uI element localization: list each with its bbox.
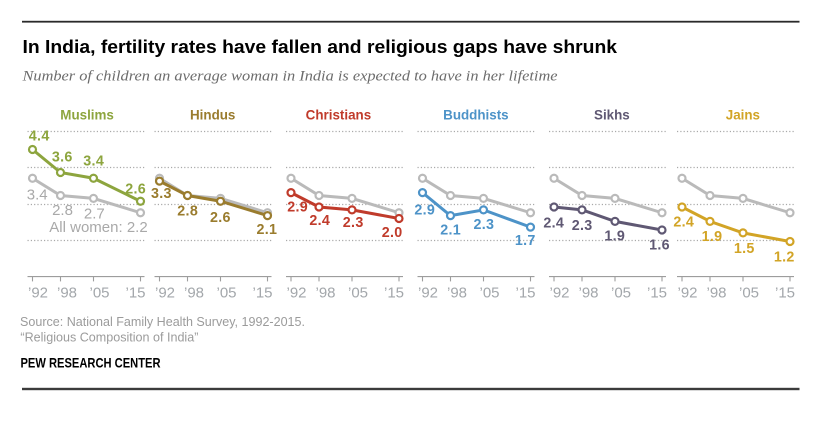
svg-text:2.1: 2.1 (440, 223, 461, 239)
svg-text:’92: ’92 (28, 285, 48, 302)
svg-text:’05: ’05 (479, 285, 499, 302)
svg-text:’98: ’98 (184, 285, 204, 302)
svg-text:2.3: 2.3 (474, 217, 495, 233)
svg-text:3.4: 3.4 (27, 187, 48, 204)
svg-text:2.8: 2.8 (52, 202, 73, 219)
svg-text:2.0: 2.0 (382, 225, 403, 241)
svg-text:2.3: 2.3 (343, 215, 364, 231)
svg-text:’15: ’15 (384, 285, 404, 302)
svg-text:2.9: 2.9 (287, 200, 308, 216)
svg-text:2.8: 2.8 (177, 203, 198, 219)
svg-text:’05: ’05 (348, 285, 368, 302)
svg-text:Christians: Christians (306, 107, 371, 122)
svg-text:4.4: 4.4 (29, 129, 50, 145)
svg-text:“Religious Composition of Indi: “Religious Composition of India” (20, 331, 198, 345)
svg-text:’98: ’98 (706, 285, 726, 302)
svg-text:2.6: 2.6 (125, 181, 146, 197)
svg-text:1.6: 1.6 (649, 238, 670, 254)
svg-text:’05: ’05 (739, 285, 759, 302)
svg-text:Muslims: Muslims (60, 107, 114, 122)
svg-text:2.3: 2.3 (572, 218, 593, 234)
svg-text:’15: ’15 (125, 285, 145, 302)
svg-text:Source: National Family Health: Source: National Family Health Survey, 1… (20, 315, 305, 329)
svg-text:’15: ’15 (515, 285, 535, 302)
svg-text:2.6: 2.6 (210, 210, 231, 226)
svg-text:2.7: 2.7 (84, 205, 105, 222)
svg-text:’15: ’15 (647, 285, 667, 302)
svg-text:3.6: 3.6 (52, 150, 73, 166)
svg-text:’98: ’98 (315, 285, 335, 302)
svg-text:1.9: 1.9 (604, 229, 625, 245)
svg-text:2.4: 2.4 (309, 213, 330, 229)
svg-text:’15: ’15 (252, 285, 272, 302)
svg-text:1.2: 1.2 (774, 249, 795, 265)
svg-text:’05: ’05 (611, 285, 631, 302)
svg-text:’92: ’92 (286, 285, 306, 302)
svg-text:’98: ’98 (447, 285, 467, 302)
svg-text:Jains: Jains (726, 107, 760, 122)
svg-text:’05: ’05 (89, 285, 109, 302)
svg-text:’92: ’92 (549, 285, 569, 302)
svg-text:’15: ’15 (775, 285, 795, 302)
svg-text:’92: ’92 (155, 285, 175, 302)
svg-text:All women: 2.2: All women: 2.2 (49, 219, 147, 236)
svg-text:2.4: 2.4 (543, 215, 564, 231)
svg-text:PEW RESEARCH CENTER: PEW RESEARCH CENTER (21, 354, 161, 370)
svg-text:In India, fertility rates have: In India, fertility rates have fallen an… (23, 36, 618, 57)
svg-text:2.9: 2.9 (414, 203, 435, 219)
svg-text:2.1: 2.1 (257, 222, 278, 238)
svg-text:3.4: 3.4 (83, 153, 104, 169)
svg-text:’05: ’05 (216, 285, 236, 302)
svg-text:3.3: 3.3 (151, 186, 172, 202)
svg-text:Number of children an average: Number of children an average woman in I… (21, 68, 557, 85)
svg-text:’92: ’92 (677, 285, 697, 302)
svg-text:Hindus: Hindus (190, 107, 235, 122)
svg-text:’92: ’92 (418, 285, 438, 302)
svg-text:1.9: 1.9 (702, 229, 723, 245)
svg-text:1.7: 1.7 (515, 233, 536, 249)
svg-text:’98: ’98 (57, 285, 77, 302)
svg-text:2.4: 2.4 (673, 214, 694, 230)
svg-text:Buddhists: Buddhists (443, 107, 508, 122)
svg-text:’98: ’98 (578, 285, 598, 302)
svg-text:1.5: 1.5 (734, 241, 755, 257)
svg-text:Sikhs: Sikhs (594, 107, 630, 122)
